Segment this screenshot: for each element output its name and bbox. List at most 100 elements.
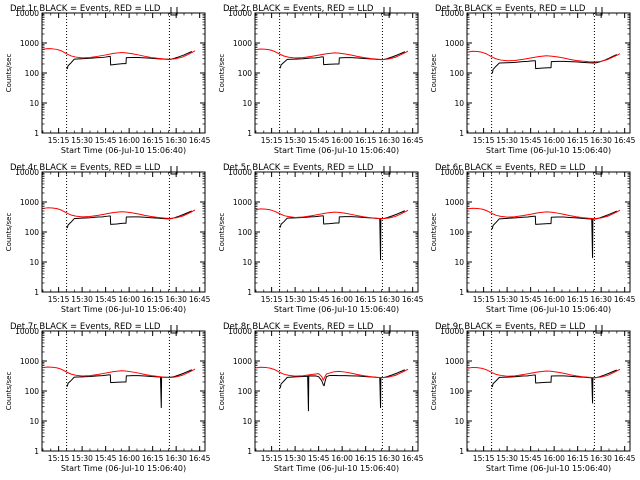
lld-series-line xyxy=(42,207,196,219)
x-tick-label: 15:45 xyxy=(95,454,117,463)
y-tick-label: 1000 xyxy=(20,39,39,48)
interval-bracket-marker xyxy=(170,166,178,175)
x-tick-label: 15:15 xyxy=(473,295,495,304)
x-tick-label: 15:45 xyxy=(520,295,542,304)
x-tick-label: 16:15 xyxy=(567,295,589,304)
x-tick-label: 16:45 xyxy=(614,295,636,304)
x-axis-label: Start Time (06-Jul-10 15:06:40) xyxy=(274,146,399,155)
events-series-line xyxy=(66,51,193,70)
lld-series-line xyxy=(467,207,621,220)
interval-bracket-marker xyxy=(170,325,178,334)
interval-bracket-marker xyxy=(595,166,603,175)
x-tick-label: 16:00 xyxy=(118,454,140,463)
x-tick-label: 16:45 xyxy=(614,136,636,145)
x-tick-label: 16:30 xyxy=(378,295,400,304)
x-tick-label: 15:30 xyxy=(71,454,93,463)
y-tick-label: 10000 xyxy=(15,168,39,177)
detector-panel-4r: Det 4r BLACK = Events, RED = LLD Counts/s… xyxy=(5,163,211,314)
x-tick-label: 16:00 xyxy=(118,136,140,145)
x-tick-label: 16:15 xyxy=(355,295,377,304)
lld-series-line xyxy=(255,208,409,220)
x-axis-label: Start Time (06-Jul-10 15:06:40) xyxy=(274,305,399,314)
x-tick-label: 15:30 xyxy=(496,136,518,145)
y-tick-label: 10000 xyxy=(440,9,464,18)
detector-panel-1r: Det 1r BLACK = Events, RED = LLD Counts/s… xyxy=(5,4,211,155)
y-axis-label: Counts/sec xyxy=(430,54,438,93)
x-tick-label: 15:30 xyxy=(284,295,306,304)
x-tick-label: 16:30 xyxy=(165,295,187,304)
plot-frame xyxy=(466,12,631,134)
y-tick-label: 1000 xyxy=(20,357,39,366)
y-tick-label: 10 xyxy=(242,99,252,108)
y-tick-label: 100 xyxy=(238,228,253,237)
x-tick-label: 16:45 xyxy=(402,454,424,463)
panel-title: Det 1r BLACK = Events, RED = LLD xyxy=(10,4,161,14)
y-tick-label: 100 xyxy=(25,69,40,78)
y-tick-label: 1 xyxy=(34,129,39,138)
panel-title: Det 4r BLACK = Events, RED = LLD xyxy=(10,163,161,173)
y-tick-label: 10000 xyxy=(228,9,252,18)
x-tick-label: 16:15 xyxy=(567,136,589,145)
detector-panel-2r: Det 2r BLACK = Events, RED = LLD Counts/s… xyxy=(218,4,424,155)
y-tick-label: 1000 xyxy=(445,198,464,207)
detector-panel-3r: Det 3r BLACK = Events, RED = LLD Counts/s… xyxy=(430,4,636,155)
x-tick-label: 16:30 xyxy=(165,136,187,145)
y-axis-label: Counts/sec xyxy=(218,213,226,252)
detector-panel-9r: Det 9r BLACK = Events, RED = LLD Counts/s… xyxy=(430,322,636,473)
detector-panel-7r: Det 7r BLACK = Events, RED = LLD Counts/s… xyxy=(5,322,211,473)
x-tick-label: 16:00 xyxy=(543,136,565,145)
x-tick-label: 16:00 xyxy=(331,295,353,304)
y-tick-label: 1 xyxy=(34,288,39,297)
interval-bracket-marker xyxy=(170,7,178,16)
interval-bracket-marker xyxy=(383,7,391,16)
y-tick-label: 1 xyxy=(459,447,464,456)
x-tick-label: 16:45 xyxy=(189,454,211,463)
y-tick-label: 1000 xyxy=(233,198,252,207)
plot-frame xyxy=(466,330,631,452)
interval-bracket-marker xyxy=(595,7,603,16)
x-tick-label: 16:15 xyxy=(567,454,589,463)
x-tick-label: 15:30 xyxy=(71,295,93,304)
plot-frame xyxy=(41,171,206,293)
x-tick-label: 15:15 xyxy=(48,136,70,145)
x-tick-label: 16:15 xyxy=(142,295,164,304)
y-tick-label: 100 xyxy=(450,387,465,396)
x-tick-label: 15:30 xyxy=(496,454,518,463)
x-tick-label: 15:45 xyxy=(95,295,117,304)
y-tick-label: 100 xyxy=(450,69,465,78)
x-tick-label: 16:15 xyxy=(355,454,377,463)
y-axis-label: Counts/sec xyxy=(430,213,438,252)
x-tick-label: 15:15 xyxy=(261,454,283,463)
lld-series-line xyxy=(255,48,409,61)
y-tick-label: 10 xyxy=(29,99,39,108)
y-tick-label: 10000 xyxy=(15,9,39,18)
x-tick-label: 15:45 xyxy=(520,454,542,463)
y-tick-label: 1 xyxy=(247,129,252,138)
x-tick-label: 16:15 xyxy=(142,454,164,463)
x-tick-label: 16:30 xyxy=(378,136,400,145)
y-tick-label: 1000 xyxy=(445,357,464,366)
x-axis-label: Start Time (06-Jul-10 15:06:40) xyxy=(274,464,399,473)
y-tick-label: 100 xyxy=(238,69,253,78)
plot-frame xyxy=(41,12,206,134)
plot-frame xyxy=(254,171,419,293)
x-tick-label: 16:30 xyxy=(590,295,612,304)
lld-series-line xyxy=(255,366,409,381)
x-tick-label: 16:45 xyxy=(402,136,424,145)
x-tick-label: 15:45 xyxy=(520,136,542,145)
y-tick-label: 100 xyxy=(25,228,40,237)
y-tick-label: 1 xyxy=(459,129,464,138)
x-tick-label: 16:15 xyxy=(142,136,164,145)
y-tick-label: 1 xyxy=(247,288,252,297)
panel-title: Det 9r BLACK = Events, RED = LLD xyxy=(435,322,586,332)
y-tick-label: 10 xyxy=(242,258,252,267)
y-tick-label: 10 xyxy=(29,417,39,426)
x-tick-label: 16:15 xyxy=(355,136,377,145)
x-tick-label: 15:30 xyxy=(284,454,306,463)
x-tick-label: 15:15 xyxy=(473,136,495,145)
x-tick-label: 16:45 xyxy=(189,136,211,145)
plot-frame xyxy=(466,171,631,293)
x-tick-label: 15:45 xyxy=(95,136,117,145)
x-tick-label: 16:45 xyxy=(614,454,636,463)
x-axis-label: Start Time (06-Jul-10 15:06:40) xyxy=(61,464,186,473)
